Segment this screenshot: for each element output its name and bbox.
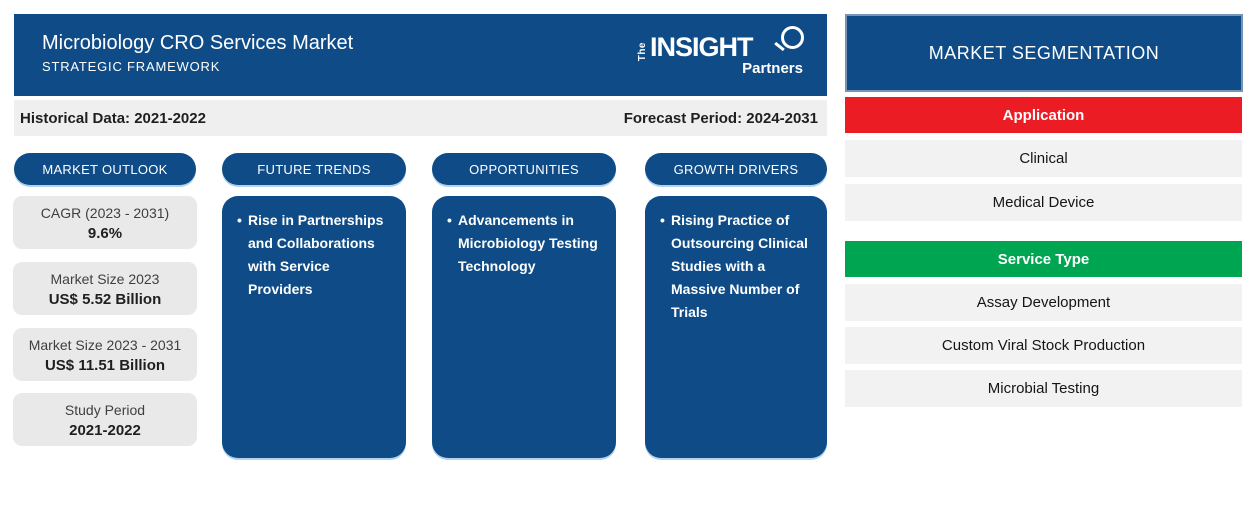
bullet-icon bbox=[447, 209, 458, 278]
magnifier-icon bbox=[781, 26, 804, 49]
logo-the-text: The bbox=[637, 42, 648, 62]
page-subtitle: STRATEGIC FRAMEWORK bbox=[42, 59, 221, 74]
stat-box-market-size-2023-2031: Market Size 2023 - 2031 US$ 11.51 Billio… bbox=[13, 328, 197, 381]
report-header-text: Microbiology CRO Services Market STRATEG… bbox=[42, 30, 353, 74]
stat-value: 9.6% bbox=[87, 225, 123, 242]
segment-item: Assay Development bbox=[845, 284, 1242, 321]
bullet-text: Rising Practice of Outsourcing Clinical … bbox=[671, 212, 808, 320]
stat-label: Study Period bbox=[64, 402, 146, 418]
segment-item: Microbial Testing bbox=[845, 370, 1242, 407]
bullet-item: Rising Practice of Outsourcing Clinical … bbox=[660, 209, 814, 324]
stat-label: Market Size 2023 bbox=[50, 271, 160, 287]
stat-box-study-period: Study Period 2021-2022 bbox=[13, 393, 197, 446]
growth-drivers-box: Rising Practice of Outsourcing Clinical … bbox=[645, 196, 827, 458]
segment-group-application: Application bbox=[845, 97, 1242, 133]
page-title: Microbiology CRO Services Market bbox=[42, 32, 354, 54]
bullet-item: Rise in Partnerships and Collaborations … bbox=[237, 209, 393, 301]
stat-label: Market Size 2023 - 2031 bbox=[28, 337, 182, 353]
market-outlook-pill: MARKET OUTLOOK bbox=[14, 153, 196, 185]
stat-value: US$ 11.51 Billion bbox=[44, 357, 166, 374]
market-segmentation-header: MARKET SEGMENTATION bbox=[845, 14, 1243, 92]
segment-item: Clinical bbox=[845, 140, 1242, 177]
future-trends-pill: FUTURE TRENDS bbox=[222, 153, 406, 185]
bullet-item: Advancements in Microbiology Testing Tec… bbox=[447, 209, 603, 278]
future-trends-box: Rise in Partnerships and Collaborations … bbox=[222, 196, 406, 458]
opportunities-box: Advancements in Microbiology Testing Tec… bbox=[432, 196, 616, 458]
bullet-text: Advancements in Microbiology Testing Tec… bbox=[458, 212, 598, 274]
stat-box-cagr: CAGR (2023 - 2031) 9.6% bbox=[13, 196, 197, 249]
logo-partners-text: Partners bbox=[742, 60, 803, 77]
stat-value: US$ 5.52 Billion bbox=[48, 291, 162, 308]
historical-data-label: Historical Data: 2021-2022 bbox=[20, 109, 206, 127]
bullet-icon bbox=[237, 209, 248, 301]
bullet-text: Rise in Partnerships and Collaborations … bbox=[248, 212, 384, 297]
logo-insight-text: INSIGHT bbox=[650, 32, 754, 62]
insight-partners-logo: The INSIGHT Partners bbox=[635, 26, 807, 86]
stat-box-market-size-2023: Market Size 2023 US$ 5.52 Billion bbox=[13, 262, 197, 315]
segment-item: Custom Viral Stock Production bbox=[845, 327, 1242, 364]
bullet-icon bbox=[660, 209, 671, 324]
segment-group-service-type: Service Type bbox=[845, 241, 1242, 277]
stat-label: CAGR (2023 - 2031) bbox=[40, 205, 170, 221]
segment-item: Medical Device bbox=[845, 184, 1242, 221]
growth-drivers-pill: GROWTH DRIVERS bbox=[645, 153, 827, 185]
forecast-period-label: Forecast Period: 2024-2031 bbox=[623, 109, 818, 127]
report-header: Microbiology CRO Services Market STRATEG… bbox=[14, 14, 827, 96]
stat-value: 2021-2022 bbox=[69, 422, 141, 439]
period-bar: Historical Data: 2021-2022 Forecast Peri… bbox=[14, 100, 827, 136]
opportunities-pill: OPPORTUNITIES bbox=[432, 153, 616, 185]
